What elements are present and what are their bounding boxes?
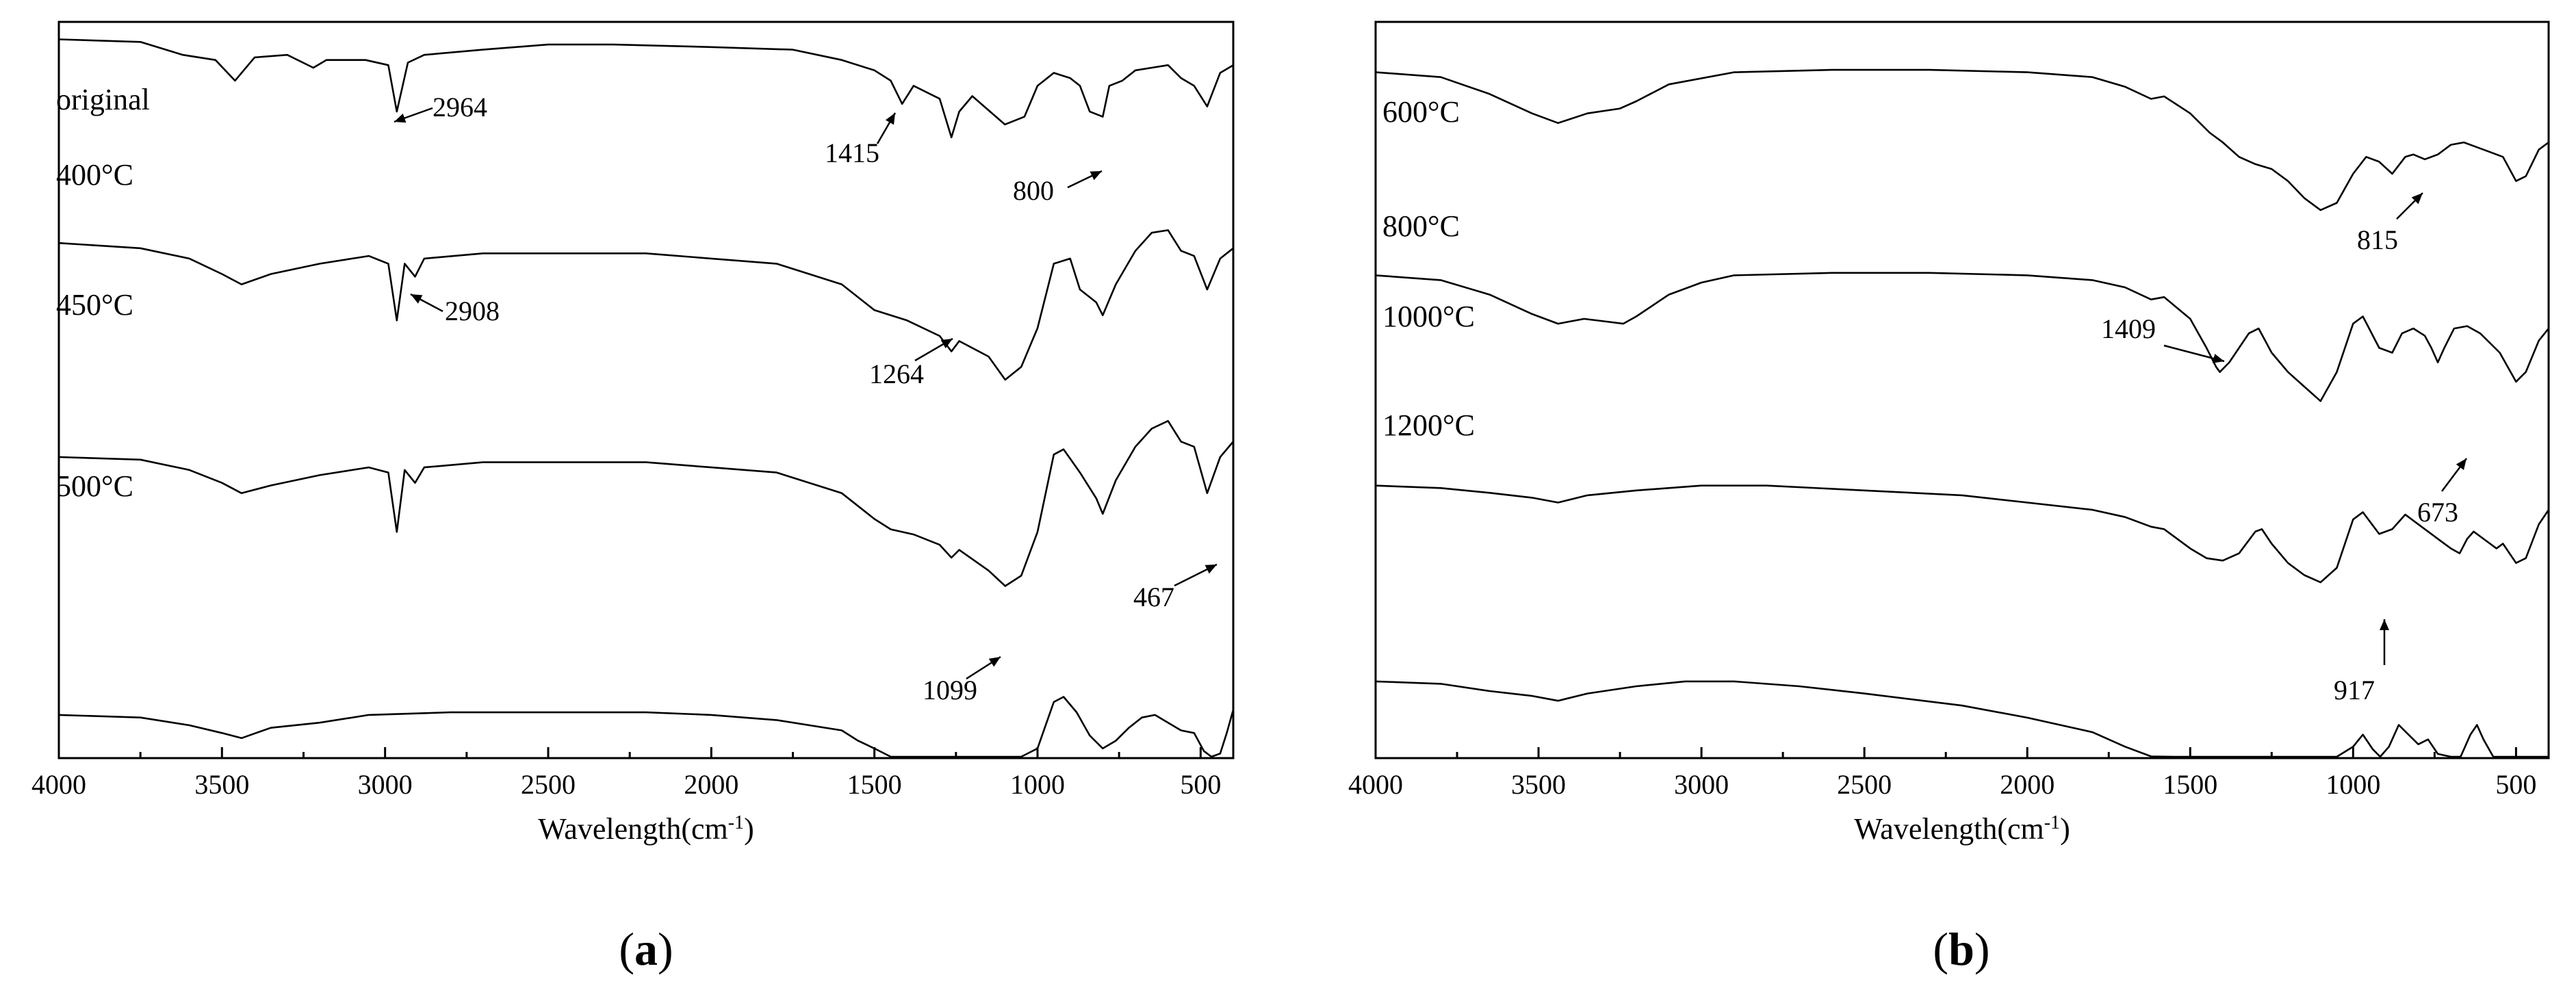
x-tick-label: 500 — [1180, 769, 1221, 800]
annotation-arrowhead — [1205, 564, 1217, 574]
x-tick-label: 2500 — [1837, 769, 1892, 800]
series-line — [1375, 68, 2549, 211]
panel-b-chart: 4000 3500 3000 2500 2000 1500 1000 500 Wavelengt… — [1348, 21, 2550, 975]
series-label: 800°C — [1382, 209, 1460, 243]
x-tick-label: 2000 — [684, 769, 738, 800]
panel-label: (b) — [1933, 923, 1989, 975]
annotation-label: 2908 — [445, 296, 500, 326]
annotation-arrowhead — [411, 294, 423, 304]
annotation-label: 917 — [2334, 675, 2375, 705]
series-label: 500°C — [56, 469, 133, 503]
x-tick-label: 1500 — [847, 769, 902, 800]
annotation-arrowhead — [2380, 619, 2389, 630]
plot-frame — [57, 21, 1235, 759]
annotation-label: 1099 — [923, 675, 977, 705]
annotation-label: 1415 — [825, 138, 879, 168]
series-label: 450°C — [56, 288, 133, 322]
annotation-label: 815 — [2357, 224, 2398, 255]
series-label: 400°C — [56, 158, 133, 192]
x-axis-title-superscript: -1 — [728, 812, 744, 833]
annotation-arrowhead — [2212, 354, 2224, 363]
panel-a-chart: 4000 3500 3000 2500 2000 1500 1000 500 Wavelengt… — [31, 21, 1235, 975]
series-label: 1200°C — [1382, 408, 1475, 442]
annotation-arrowhead — [1090, 171, 1102, 181]
series-line — [58, 696, 1235, 758]
x-tick-label: 2000 — [2000, 769, 2055, 800]
series-label: 1000°C — [1382, 300, 1475, 333]
series-label: original — [56, 83, 150, 116]
annotation-arrowhead — [2411, 193, 2423, 205]
panel-label-letter: a — [634, 923, 658, 975]
panel-label: (a) — [619, 923, 673, 975]
x-tick-label: 3000 — [358, 769, 413, 800]
series-line — [1375, 272, 2550, 402]
annotation-arrowhead — [885, 113, 895, 125]
x-tick-label: 3500 — [1511, 769, 1566, 800]
x-tick-label: 3000 — [1674, 769, 1729, 800]
annotation-arrowhead — [2456, 458, 2466, 470]
annotation-label: 1264 — [869, 359, 924, 389]
x-tick-label: 1500 — [2163, 769, 2217, 800]
series-line — [58, 229, 1234, 381]
series-line — [1375, 484, 2550, 584]
x-tick-label: 2500 — [521, 769, 576, 800]
x-axis-title: Wavelength(cm-1) — [1854, 812, 2070, 846]
annotation-label: 2964 — [433, 92, 487, 122]
annotation-arrowhead — [394, 114, 407, 123]
series-line — [58, 38, 1234, 139]
panel-label-letter: b — [1948, 923, 1974, 975]
x-tick-label: 4000 — [1348, 769, 1403, 800]
series-label: 600°C — [1382, 95, 1460, 129]
series-line — [58, 419, 1234, 587]
annotation-label: 800 — [1013, 175, 1054, 206]
x-tick-label: 3500 — [194, 769, 249, 800]
annotation-arrowhead — [940, 339, 953, 349]
x-tick-label: 1000 — [1010, 769, 1065, 800]
x-axis-title-superscript: -1 — [2044, 812, 2060, 833]
annotation-arrowhead — [988, 657, 1001, 667]
x-tick-label: 1000 — [2326, 769, 2380, 800]
plot-frame — [1374, 21, 2550, 759]
annotation-label: 467 — [1133, 582, 1174, 612]
x-tick-label: 500 — [2495, 769, 2536, 800]
x-tick-label: 4000 — [31, 769, 86, 800]
annotation-label: 673 — [2417, 497, 2458, 528]
series-line — [1375, 680, 2549, 758]
annotation-label: 1409 — [2101, 313, 2156, 344]
x-axis-title: Wavelength(cm-1) — [538, 812, 754, 846]
